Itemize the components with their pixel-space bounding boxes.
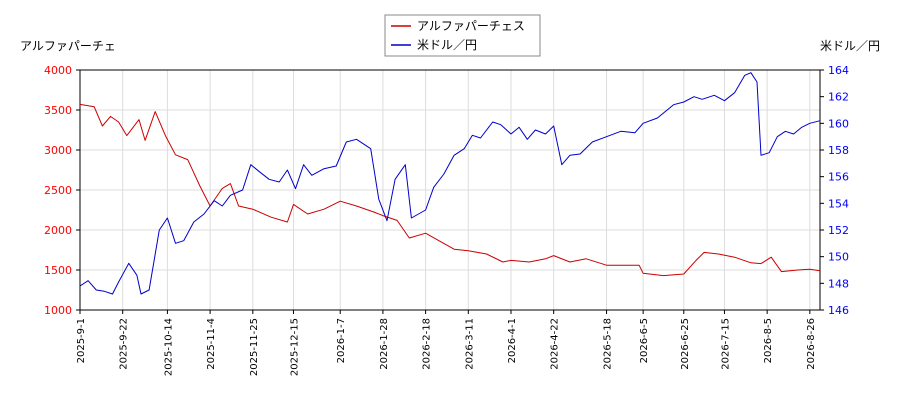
x-axis-ticks: 2025-9-1 2025-9-22 2025-10-14 2025-11-4 2025… [76, 310, 817, 376]
right-tick-label: 160 [828, 117, 849, 130]
left-tick-label: 3500 [44, 104, 72, 117]
series-line-usdjpy [79, 72, 821, 295]
grid-lines [79, 69, 820, 311]
right-axis-ticks: 146 148 150 152 154 156 158 160 162 164 [820, 64, 849, 317]
x-tick-label: 2026-1-28 [379, 318, 390, 370]
right-tick-label: 158 [828, 144, 849, 157]
x-tick-label: 2026-2-18 [422, 318, 433, 370]
x-tick-label: 2026-8-26 [806, 318, 817, 370]
legend-box [384, 14, 541, 57]
left-tick-label: 1000 [44, 304, 72, 317]
series-layer [79, 72, 821, 295]
x-tick-label: 2025-11-25 [249, 318, 260, 376]
x-tick-label: 2026-8-5 [763, 318, 774, 363]
x-tick-label: 2026-3-11 [464, 318, 475, 370]
x-tick-label: 2026-4-22 [550, 318, 561, 370]
left-tick-label: 3000 [44, 144, 72, 157]
right-tick-label: 146 [828, 304, 849, 317]
right-tick-label: 156 [828, 171, 849, 184]
x-tick-label: 2026-1-7 [336, 318, 347, 363]
right-tick-label: 162 [828, 91, 849, 104]
right-tick-label: 150 [828, 251, 849, 264]
x-tick-label: 2026-4-1 [507, 318, 518, 363]
legend-label-usdjpy: 米ドル／円 [417, 38, 477, 52]
left-axis-label: アルファパーチェ [20, 39, 116, 53]
right-tick-label: 152 [828, 224, 849, 237]
series-line-alpha [79, 103, 821, 277]
legend-label-alpha: アルファパーチェス [417, 19, 525, 33]
x-tick-label: 2025-9-22 [119, 318, 130, 370]
left-tick-label: 4000 [44, 64, 72, 77]
left-axis-ticks: 1000 1500 2000 2500 3000 3500 4000 [44, 64, 80, 317]
left-tick-label: 1500 [44, 264, 72, 277]
right-tick-label: 148 [828, 277, 849, 290]
legend: アルファパーチェス 米ドル／円 [384, 14, 541, 57]
left-tick-label: 2500 [44, 184, 72, 197]
right-axis-label: 米ドル／円 [820, 39, 880, 53]
right-tick-label: 154 [828, 197, 849, 210]
x-tick-label: 2026-6-25 [680, 318, 691, 370]
left-tick-label: 2000 [44, 224, 72, 237]
x-tick-label: 2025-11-4 [206, 318, 217, 370]
x-tick-label: 2026-7-15 [720, 318, 731, 370]
x-tick-label: 2025-12-15 [289, 318, 300, 376]
x-tick-label: 2025-10-14 [163, 318, 174, 376]
x-tick-label: 2026-6-5 [639, 318, 650, 363]
x-tick-label: 2025-9-1 [76, 318, 87, 363]
right-tick-label: 164 [828, 64, 849, 77]
x-tick-label: 2026-5-18 [603, 318, 614, 370]
